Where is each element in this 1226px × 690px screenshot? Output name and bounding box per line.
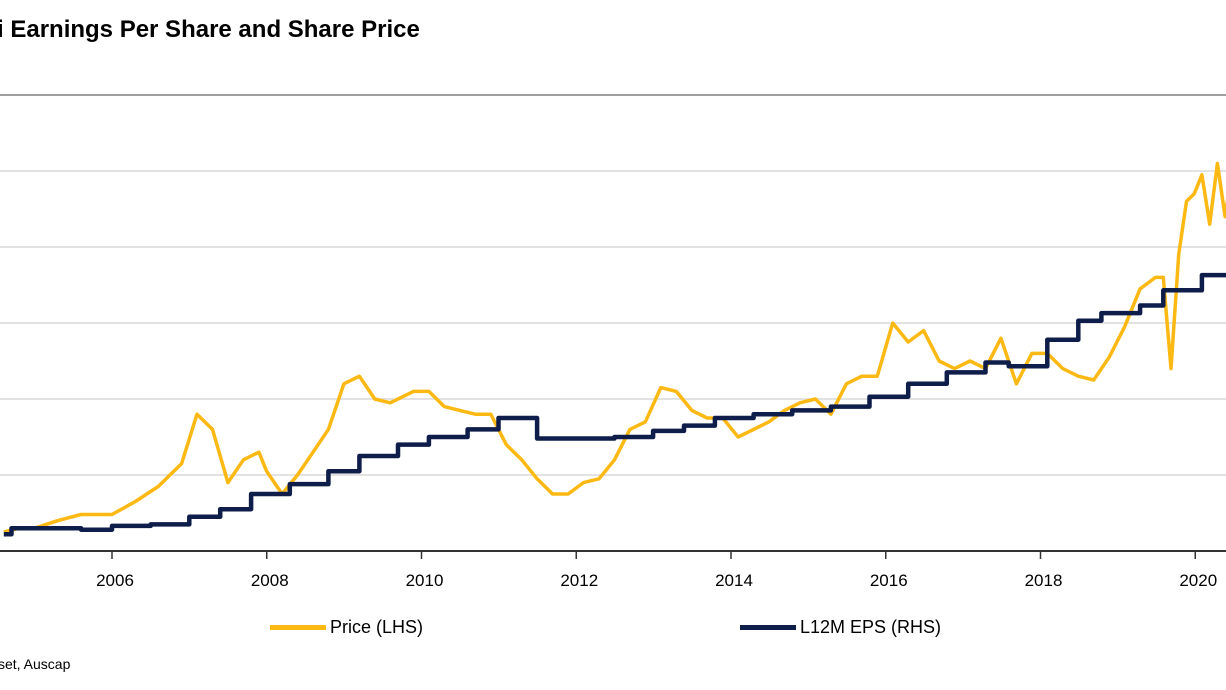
x-tick-label: 2012 (560, 571, 598, 590)
chart-title: i Earnings Per Share and Share Price (0, 16, 420, 43)
legend-item-eps: L12M EPS (RHS) (740, 617, 941, 638)
x-tick-label: 2008 (251, 571, 289, 590)
x-tick-label: 2014 (715, 571, 753, 590)
x-axis-ticks: 2006 2008 2010 2012 2014 2016 2018 2020 (96, 551, 1217, 590)
source-note: set, Auscap (0, 656, 71, 672)
eps-legend-label: L12M EPS (RHS) (800, 617, 942, 637)
price-series-line (3, 161, 1226, 534)
x-tick-label: 2020 (1179, 571, 1217, 590)
eps-legend-swatch (740, 625, 796, 630)
x-tick-label: 2010 (406, 571, 444, 590)
x-tick-label: 2018 (1025, 571, 1063, 590)
series-lines (3, 161, 1226, 537)
legend-item-price: Price (LHS) (270, 617, 423, 638)
gridlines (0, 170, 1226, 476)
x-tick-label: 2016 (870, 571, 908, 590)
price-legend-swatch (270, 625, 326, 630)
price-legend-label: Price (LHS) (330, 617, 424, 637)
eps-series-line (3, 272, 1226, 537)
x-tick-label: 2006 (96, 571, 134, 590)
axes (0, 94, 1226, 552)
